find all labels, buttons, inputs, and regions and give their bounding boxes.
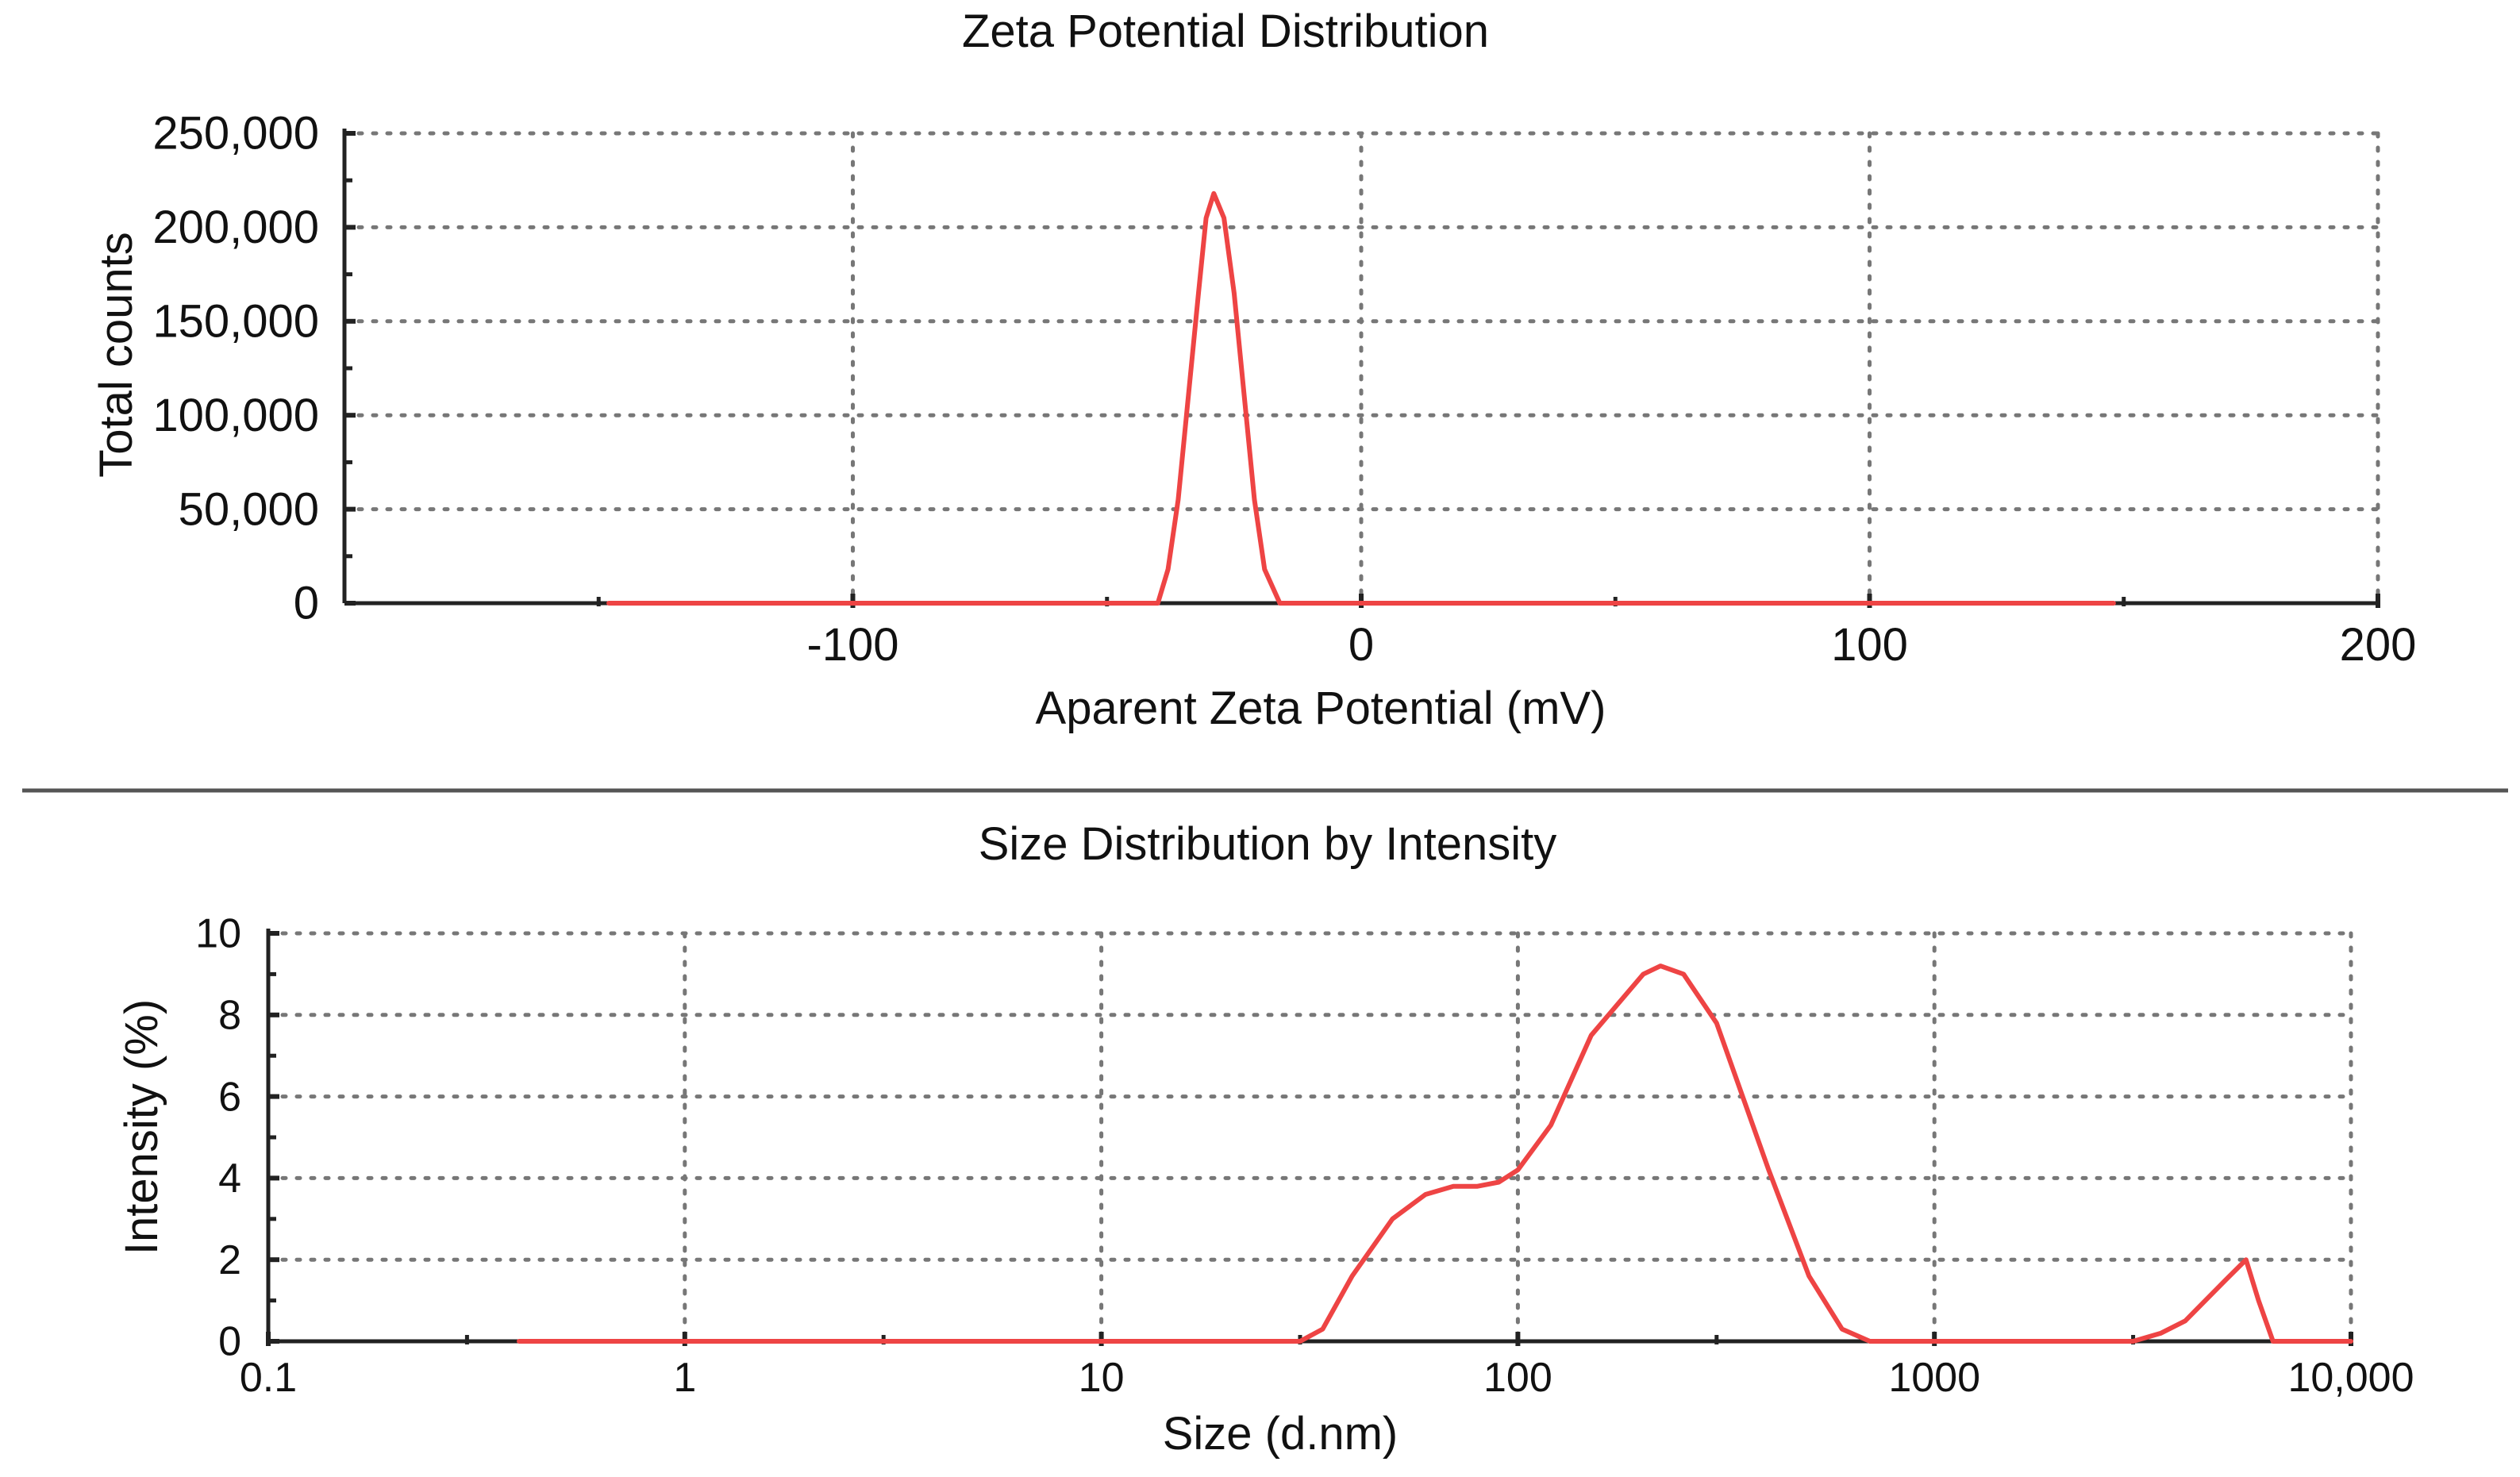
zeta-y-tick-label: 50,000 <box>179 483 319 535</box>
size-y-axis-label: Intensity (%) <box>116 999 167 1255</box>
size-y-tick-label: 2 <box>218 1237 241 1283</box>
size-x-tick-label: 1 <box>673 1355 696 1401</box>
size-chart-title: Size Distribution by Intensity <box>979 818 1557 870</box>
zeta-y-axis-label: Total counts <box>90 232 142 478</box>
size-x-axis-label: Size (d.nm) <box>1163 1408 1399 1460</box>
size-chart: Size Distribution by Intensity 0 2 4 6 8 10 0… <box>116 818 2414 1460</box>
size-x-tick-label: 10,000 <box>2287 1355 2414 1401</box>
size-y-tick-label: 10 <box>195 911 241 957</box>
zeta-x-tick-label: -100 <box>806 619 898 671</box>
size-y-ticks: 0 2 4 6 8 10 <box>195 911 279 1365</box>
size-x-tick-label: 100 <box>1483 1355 1552 1401</box>
zeta-y-tick-label: 250,000 <box>152 108 319 160</box>
zeta-series-line <box>606 190 2116 606</box>
zeta-x-tick-label: 200 <box>2340 619 2417 671</box>
zeta-x-tick-label: 0 <box>1348 619 1374 671</box>
size-x-tick-label: 10 <box>1079 1355 1125 1401</box>
size-series-line <box>517 964 2353 1344</box>
zeta-x-tick-label: 100 <box>1831 619 1908 671</box>
size-x-tick-label: 0.1 <box>240 1355 297 1401</box>
zeta-gridlines <box>342 131 2380 606</box>
size-x-tick-label: 1000 <box>1888 1355 1980 1401</box>
size-y-tick-label: 6 <box>218 1074 241 1120</box>
zeta-chart-title: Zeta Potential Distribution <box>962 6 1489 57</box>
zeta-y-tick-label: 0 <box>294 578 319 629</box>
zeta-chart: Zeta Potential Distribution 0 50,000 100,0… <box>90 6 2416 734</box>
zeta-y-tick-label: 150,000 <box>152 296 319 348</box>
size-y-tick-label: 0 <box>218 1319 241 1365</box>
zeta-x-ticks: -100 0 100 200 <box>596 594 2417 671</box>
size-y-tick-label: 4 <box>218 1156 241 1202</box>
size-axes <box>266 929 2351 1344</box>
zeta-x-axis-label: Aparent Zeta Potential (mV) <box>1036 683 1606 734</box>
zeta-y-tick-label: 100,000 <box>152 390 319 441</box>
zeta-y-tick-label: 200,000 <box>152 202 319 253</box>
size-series <box>517 964 2353 1344</box>
zeta-y-ticks: 0 50,000 100,000 150,000 200,000 250,000 <box>152 108 356 629</box>
zeta-series <box>606 190 2116 606</box>
size-y-tick-label: 8 <box>218 992 241 1038</box>
size-gridlines <box>266 931 2353 1344</box>
